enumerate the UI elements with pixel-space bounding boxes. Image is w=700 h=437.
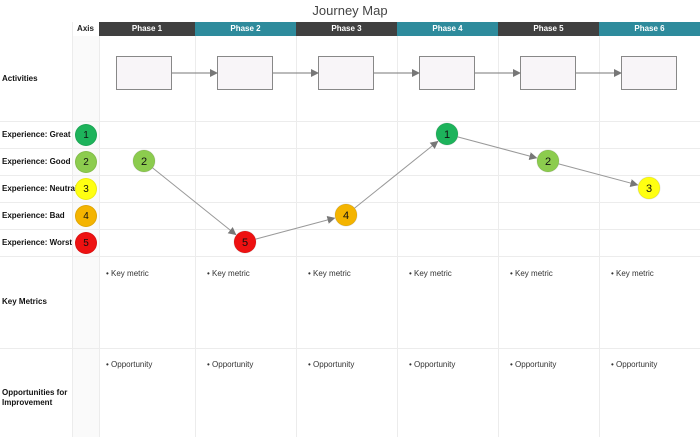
row-label-bad: Experience: Bad	[2, 211, 65, 220]
grid-line	[72, 22, 73, 437]
grid-line	[0, 202, 700, 203]
journey-node-4[interactable]	[435, 122, 459, 146]
activity-box-2[interactable]	[217, 56, 273, 90]
activity-box-4[interactable]	[419, 56, 475, 90]
journey-connector	[354, 140, 439, 209]
phase-header-2: Phase 2	[195, 22, 296, 36]
journey-node-label-3: 4	[343, 210, 349, 222]
grid-line	[0, 148, 700, 149]
page-title: Journey Map	[312, 3, 388, 18]
key-metric-6: • Key metric	[611, 269, 654, 278]
axis-level-worst: 5	[75, 232, 97, 254]
journey-node-3[interactable]	[334, 203, 358, 227]
activity-box-1[interactable]	[116, 56, 172, 90]
opportunity-3: • Opportunity	[308, 360, 355, 369]
phase-header-5: Phase 5	[498, 22, 599, 36]
grid-line	[397, 22, 398, 437]
journey-node-1[interactable]	[132, 149, 156, 173]
grid-line	[0, 348, 700, 349]
axis-header: Axis	[77, 24, 94, 33]
opportunity-4: • Opportunity	[409, 360, 456, 369]
activity-box-6[interactable]	[621, 56, 677, 90]
journey-node-label-2: 5	[242, 237, 248, 249]
opportunity-6: • Opportunity	[611, 360, 658, 369]
row-label-activities: Activities	[2, 74, 38, 83]
grid-line	[498, 22, 499, 437]
row-label-neutral: Experience: Neutral	[2, 184, 78, 193]
phase-header-6: Phase 6	[599, 22, 700, 36]
phase-header-1: Phase 1	[99, 22, 195, 36]
journey-connector	[457, 136, 538, 160]
grid-line	[599, 22, 600, 437]
journey-node-label-5: 2	[545, 156, 551, 168]
journey-connector	[152, 167, 237, 236]
opportunity-5: • Opportunity	[510, 360, 557, 369]
row-label-opportunities: Opportunities for Improvement	[2, 388, 68, 407]
journey-node-5[interactable]	[536, 149, 560, 173]
activity-box-3[interactable]	[318, 56, 374, 90]
axis-level-bad: 4	[75, 205, 97, 227]
row-label-good: Experience: Good	[2, 157, 71, 166]
key-metric-1: • Key metric	[106, 269, 149, 278]
grid-line	[0, 175, 700, 176]
grid-line	[296, 22, 297, 437]
journey-connector	[558, 163, 639, 187]
opportunity-2: • Opportunity	[207, 360, 254, 369]
key-metric-4: • Key metric	[409, 269, 452, 278]
grid-line	[195, 22, 196, 437]
activity-box-5[interactable]	[520, 56, 576, 90]
journey-node-label-4: 1	[444, 129, 450, 141]
axis-level-neutral: 3	[75, 178, 97, 200]
journey-node-2[interactable]	[233, 230, 257, 254]
axis-level-good: 2	[75, 151, 97, 173]
opportunity-1: • Opportunity	[106, 360, 153, 369]
journey-node-label-1: 2	[141, 156, 147, 168]
key-metric-3: • Key metric	[308, 269, 351, 278]
grid-line	[0, 121, 700, 122]
journey-connector	[255, 216, 336, 240]
grid-line	[0, 256, 700, 257]
phase-header-3: Phase 3	[296, 22, 397, 36]
row-label-great: Experience: Great	[2, 130, 71, 139]
row-label-worst: Experience: Worst	[2, 238, 73, 247]
journey-node-6[interactable]	[637, 176, 661, 200]
grid-line	[99, 22, 100, 437]
key-metric-2: • Key metric	[207, 269, 250, 278]
grid-line	[0, 229, 700, 230]
axis-level-great: 1	[75, 124, 97, 146]
journey-node-label-6: 3	[646, 183, 652, 195]
row-label-key-metrics: Key Metrics	[2, 297, 47, 306]
key-metric-5: • Key metric	[510, 269, 553, 278]
phase-header-4: Phase 4	[397, 22, 498, 36]
